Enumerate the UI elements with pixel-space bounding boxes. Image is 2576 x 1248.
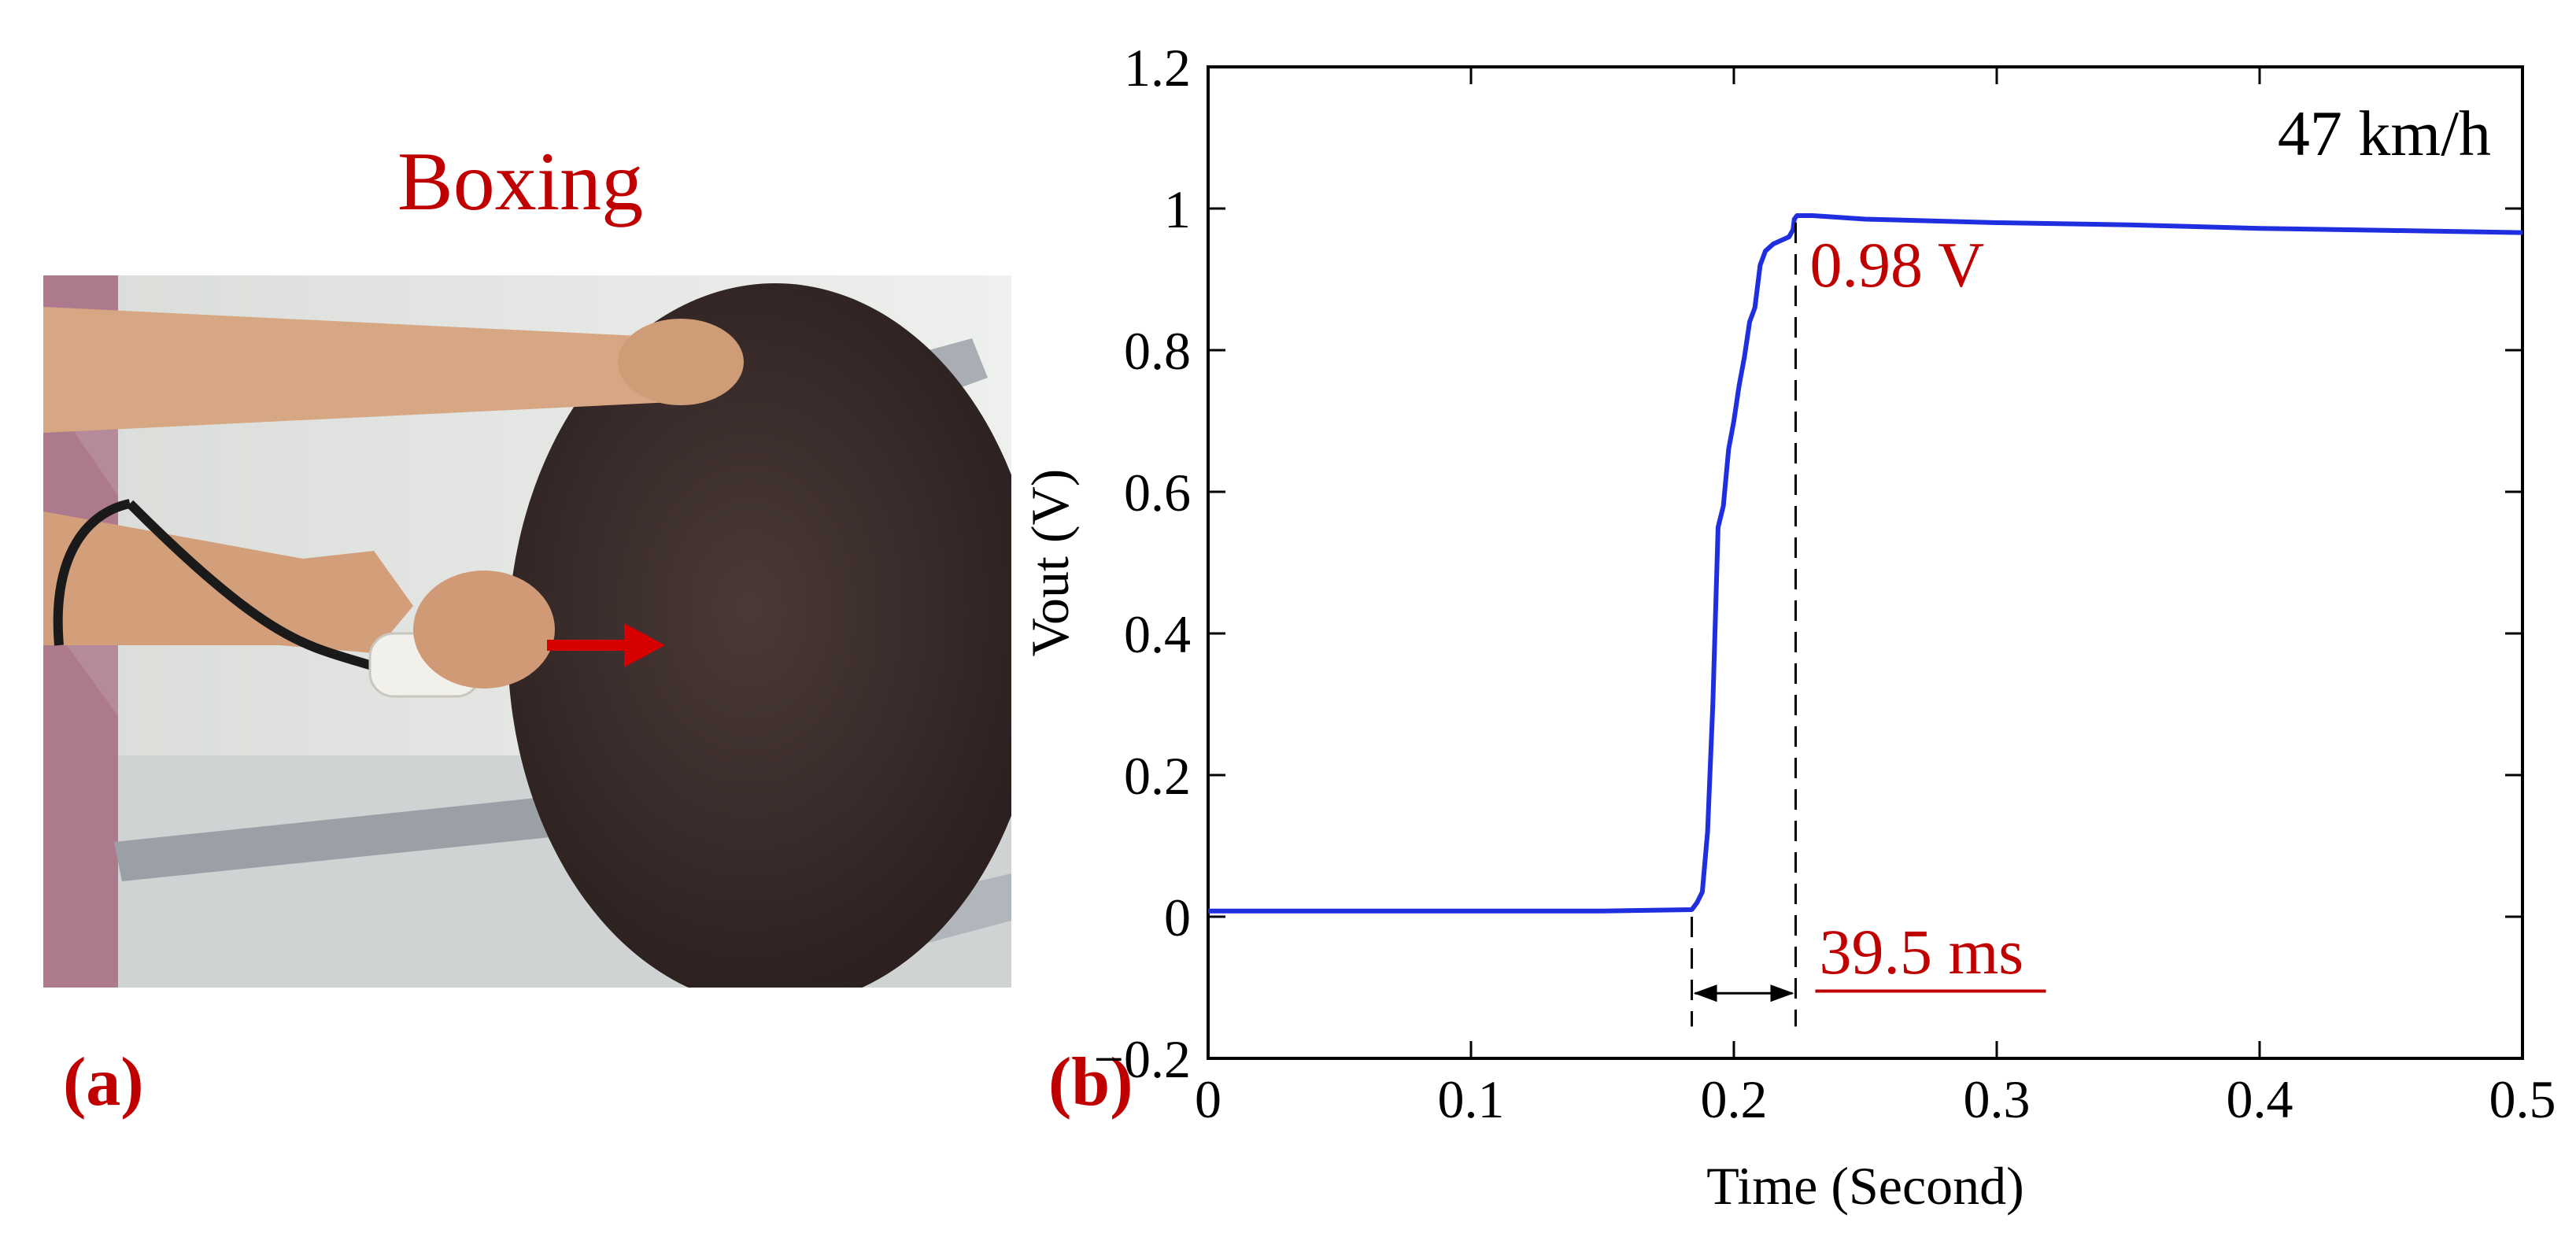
x-tick-label: 0.5 [2489, 1069, 2556, 1129]
axis-ticks: 0 0.1 0.2 0.3 0.4 0.5−0.200.20.40.60.811.2 [1094, 38, 2556, 1129]
y-tick-label: 0.6 [1124, 463, 1191, 522]
chair-frame [114, 787, 657, 881]
y-tick-label: 0.2 [1124, 746, 1191, 806]
y-tick-label: 0 [1164, 888, 1191, 947]
arrow-head-left [1693, 984, 1717, 1002]
speed-annotation: 47 km/h [2278, 98, 2491, 169]
vout-line [1208, 213, 2523, 914]
y-tick-label: 1 [1164, 179, 1191, 239]
x-tick-label: 0.4 [2227, 1069, 2293, 1129]
boxing-photo [43, 275, 1011, 988]
y-tick-label: 0.8 [1124, 321, 1191, 381]
arrow-head [624, 623, 665, 667]
x-tick-label: 0.3 [1964, 1069, 2031, 1129]
y-tick-label: 0.4 [1124, 604, 1191, 664]
chart-annotations [1691, 223, 2046, 1027]
fist [413, 570, 555, 689]
shirt-pattern [43, 275, 118, 988]
upper-arm [43, 307, 720, 433]
x-tick-label: 0 [1195, 1069, 1221, 1129]
panel-label-b: (b) [1048, 1044, 1133, 1121]
y-tick-label: 1.2 [1124, 38, 1191, 98]
seat-disc [508, 283, 1011, 988]
plot-frame [1207, 65, 2524, 1060]
y-axis-label: Vout (V) [1020, 469, 1080, 657]
panel-label-a: (a) [63, 1044, 144, 1121]
x-tick-label: 0.1 [1438, 1069, 1505, 1129]
peak-voltage-annotation: 0.98 V [1809, 229, 1984, 301]
lower-arm [43, 511, 413, 653]
x-axis-label: Time (Second) [1706, 1156, 2024, 1216]
upper-hand [618, 319, 744, 405]
x-tick-label: 0.2 [1701, 1069, 1768, 1129]
photo-title: Boxing [397, 135, 644, 227]
duration-annotation: 39.5 ms [1819, 916, 2023, 988]
data-series [1208, 213, 2523, 914]
sensor-cable [53, 499, 383, 674]
arrow-head-right [1770, 984, 1794, 1002]
y-tick-label: −0.2 [1094, 1029, 1191, 1089]
plot-axes [1207, 65, 2524, 1060]
